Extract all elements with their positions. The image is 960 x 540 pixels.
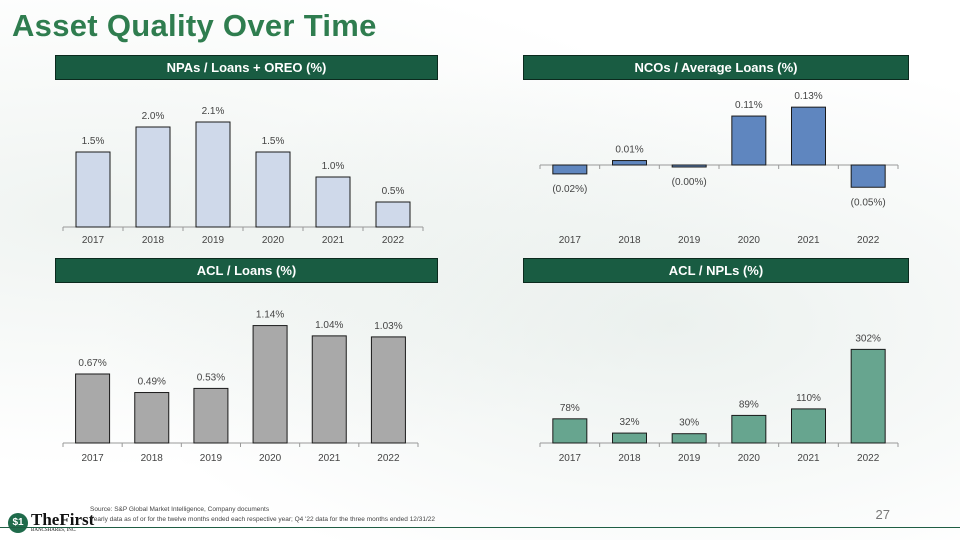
bar-2019 — [671, 433, 707, 444]
x-tick-label: 2019 — [202, 235, 225, 246]
data-label: (0.05%) — [851, 197, 886, 208]
data-label: 1.03% — [374, 321, 402, 332]
chart-header-acl-loans: ACL / Loans (%) — [55, 258, 438, 283]
bar-2017 — [75, 151, 111, 228]
x-tick-label: 2018 — [618, 453, 641, 464]
x-tick-label: 2022 — [377, 453, 400, 464]
x-tick-label: 2022 — [857, 453, 880, 464]
data-label: 0.01% — [615, 145, 643, 156]
bar-2018 — [612, 432, 647, 444]
x-tick-label: 2017 — [559, 453, 582, 464]
chart-header-ncos: NCOs / Average Loans (%) — [523, 55, 909, 80]
bar-2021 — [791, 106, 826, 166]
bar-2019 — [195, 121, 231, 228]
x-tick-label: 2017 — [82, 235, 105, 246]
x-tick-label: 2017 — [81, 453, 104, 464]
data-label: 110% — [796, 393, 821, 404]
chart-header-npas: NPAs / Loans + OREO (%) — [55, 55, 438, 80]
data-label: 0.53% — [197, 372, 225, 383]
x-tick-label: 2021 — [322, 235, 345, 246]
data-label: 2.0% — [142, 111, 165, 122]
note-text: Yearly data as of or for the twelve mont… — [90, 516, 435, 523]
x-tick-label: 2020 — [259, 453, 282, 464]
data-label: 1.0% — [322, 161, 345, 172]
page-title: Asset Quality Over Time — [12, 8, 377, 43]
bar-2022 — [375, 201, 411, 228]
data-label: 2.1% — [202, 106, 225, 117]
data-label: 0.49% — [138, 377, 166, 388]
bar-2022 — [850, 348, 886, 444]
data-label: 0.11% — [735, 100, 763, 111]
bar-2022 — [850, 164, 886, 188]
bar-2020 — [252, 325, 288, 444]
x-tick-label: 2022 — [857, 235, 880, 246]
x-tick-label: 2020 — [262, 235, 285, 246]
x-tick-label: 2018 — [618, 235, 641, 246]
bar-2021 — [315, 176, 351, 228]
bar-2020 — [731, 115, 767, 166]
x-tick-label: 2017 — [559, 235, 582, 246]
data-label: (0.02%) — [552, 184, 587, 195]
bar-2019 — [671, 164, 707, 168]
bar-2020 — [731, 414, 767, 444]
data-label: 78% — [560, 403, 580, 414]
data-label: 30% — [679, 418, 699, 429]
x-tick-label: 2019 — [200, 453, 223, 464]
data-label: 0.13% — [794, 91, 822, 102]
x-tick-label: 2018 — [142, 235, 165, 246]
footnote: Source: S&P Global Market Intelligence, … — [90, 505, 435, 525]
x-tick-label: 2022 — [382, 235, 405, 246]
data-label: 89% — [739, 399, 759, 410]
bar-2017 — [552, 418, 588, 444]
x-tick-label: 2019 — [678, 453, 701, 464]
data-label: 1.5% — [262, 136, 285, 147]
data-label: 32% — [619, 417, 639, 428]
bar-2017 — [75, 373, 111, 444]
x-tick-label: 2020 — [738, 235, 761, 246]
bar-2021 — [791, 408, 826, 444]
data-label: 1.5% — [82, 136, 105, 147]
data-label: 302% — [855, 333, 881, 344]
bar-2019 — [193, 387, 229, 444]
x-tick-label: 2018 — [141, 453, 164, 464]
data-label: 0.5% — [382, 186, 405, 197]
chart-header-acl-npls: ACL / NPLs (%) — [523, 258, 909, 283]
bar-2017 — [552, 164, 588, 175]
x-tick-label: 2021 — [797, 453, 820, 464]
page-number: 27 — [875, 507, 890, 522]
company-logo: $1 TheFirst BANCSHARES, INC. — [8, 511, 94, 533]
bar-2018 — [612, 160, 647, 166]
source-text: Source: S&P Global Market Intelligence, … — [90, 506, 270, 513]
bar-2020 — [255, 151, 291, 228]
x-tick-label: 2021 — [797, 235, 820, 246]
x-tick-label: 2020 — [738, 453, 761, 464]
footer-divider — [0, 527, 960, 528]
data-label: 1.14% — [256, 310, 284, 321]
data-label: 1.04% — [315, 320, 343, 331]
bar-2022 — [370, 336, 406, 444]
data-label: (0.00%) — [672, 177, 707, 188]
bar-2018 — [135, 126, 171, 228]
logo-seal-icon: $1 — [8, 512, 28, 533]
x-tick-label: 2019 — [678, 235, 701, 246]
x-tick-label: 2021 — [318, 453, 341, 464]
data-label: 0.67% — [78, 358, 106, 369]
bar-2018 — [134, 392, 170, 444]
bar-2021 — [311, 335, 347, 444]
